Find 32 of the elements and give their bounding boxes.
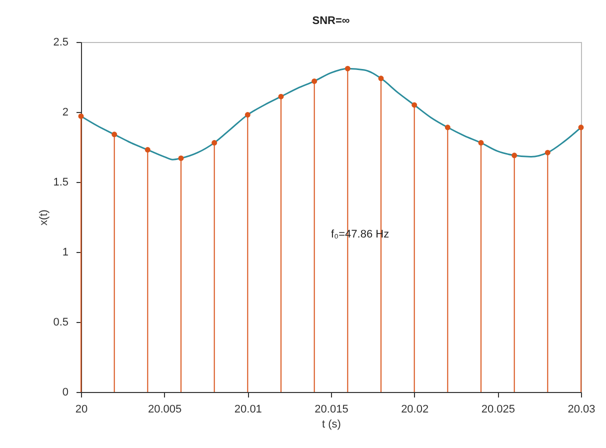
y-tick-label: 1 [62, 246, 68, 258]
x-tick-label: 20 [75, 404, 88, 416]
point [244, 112, 250, 118]
point [512, 152, 518, 158]
point [478, 140, 484, 146]
point [144, 147, 150, 153]
y-tick-label: 2.5 [53, 36, 68, 48]
y-tick-label: 0.5 [53, 316, 68, 328]
point [344, 66, 350, 72]
x-tick-label: 20.01 [234, 404, 262, 416]
y-axis-title: x(t) [38, 210, 50, 226]
x-tick-label: 20.025 [481, 404, 515, 416]
point [112, 132, 118, 138]
point [312, 78, 318, 84]
x-tick-label: 20.03 [568, 404, 596, 416]
point [578, 124, 584, 130]
x-axis-title: t (s) [322, 418, 341, 430]
point [78, 113, 84, 119]
chart-title: SNR=∞ [312, 15, 350, 27]
point [378, 76, 384, 82]
point [212, 140, 218, 146]
x-tick-label: 20.015 [314, 404, 348, 416]
y-tick-label: 2 [62, 106, 68, 118]
point [544, 150, 550, 156]
y-tick-label: 1.5 [53, 176, 68, 188]
y-tick-label: 0 [62, 386, 68, 398]
x-tick-label: 20.005 [148, 404, 182, 416]
point [412, 102, 418, 108]
x-tick-label: 20.02 [401, 404, 429, 416]
point [278, 94, 284, 100]
point [178, 155, 184, 161]
point [444, 124, 450, 130]
